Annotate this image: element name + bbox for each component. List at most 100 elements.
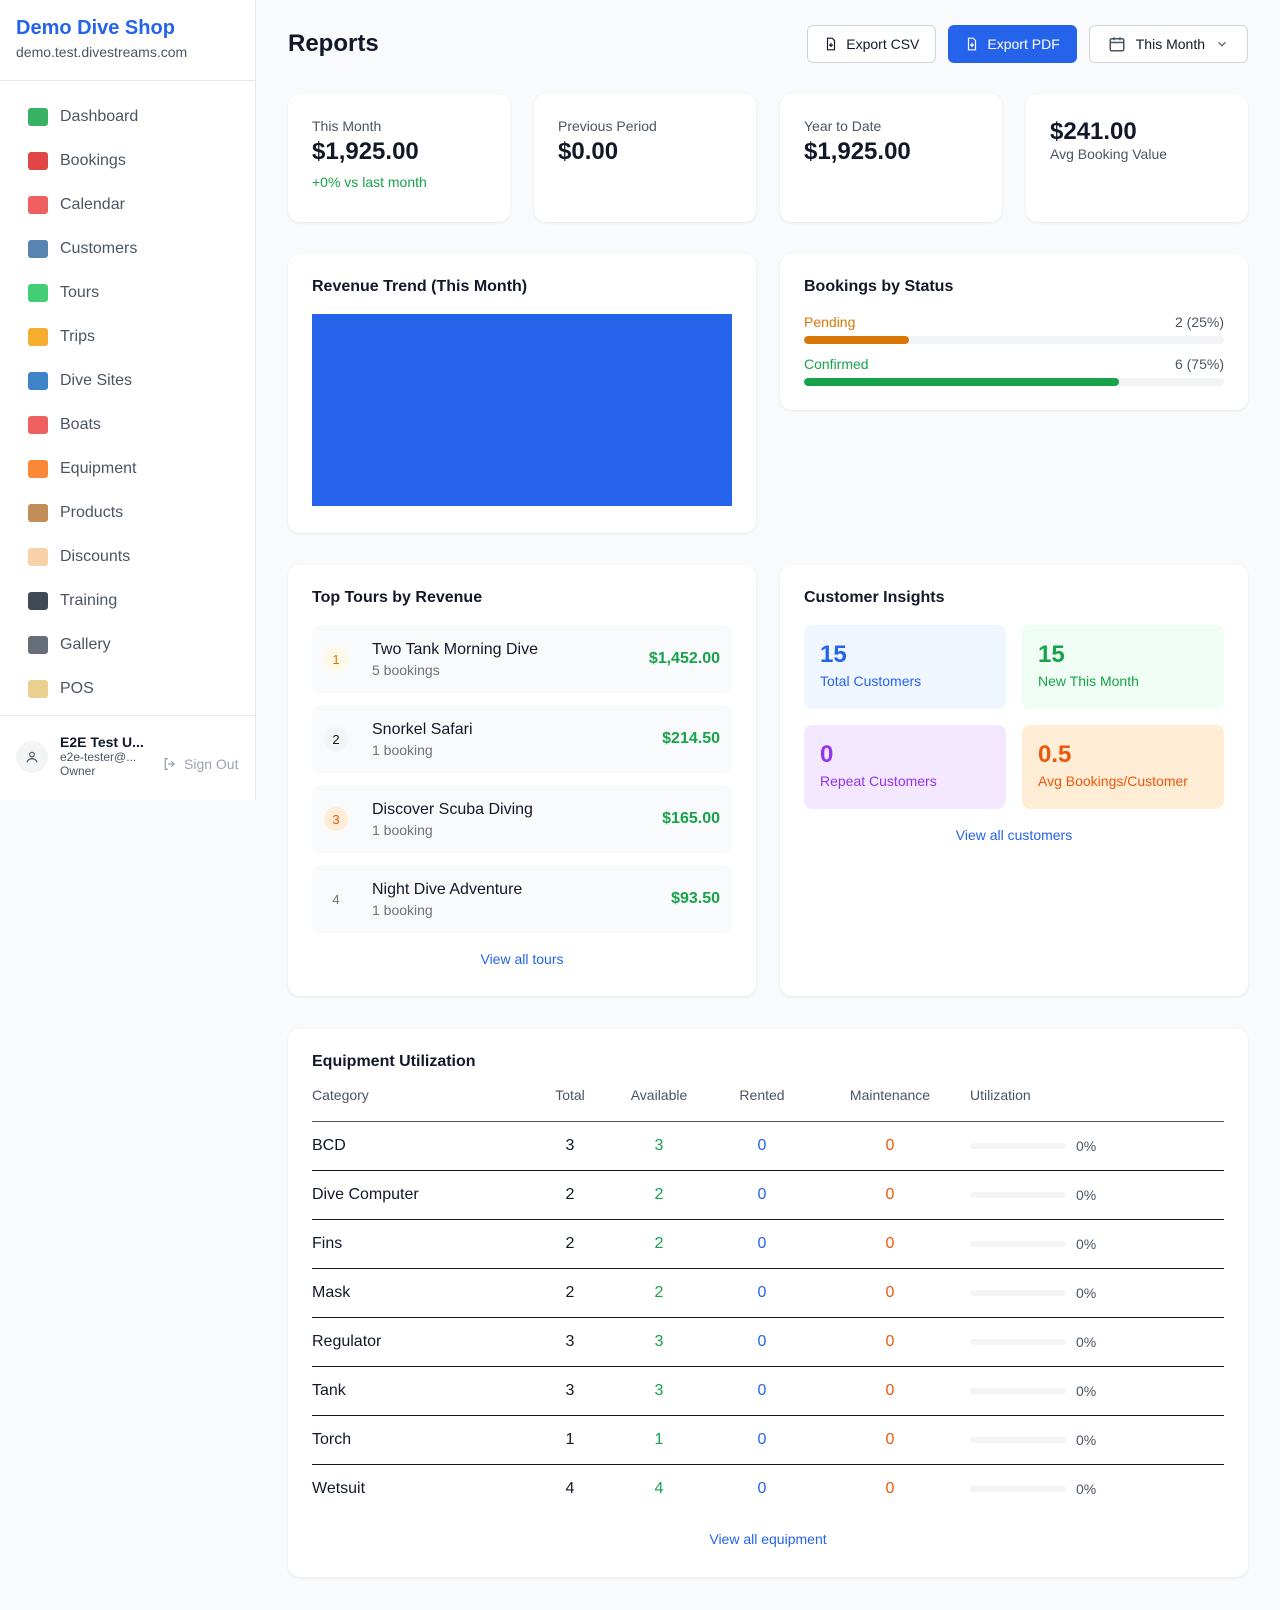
insight-tile: 0 Repeat Customers (804, 725, 1006, 809)
insight-label: Avg Bookings/Customer (1038, 773, 1188, 789)
stat-year-to-date: Year to Date $1,925.00 (780, 94, 1002, 222)
sidebar-item-label: Trips (60, 328, 95, 345)
stat-label: Previous Period (558, 118, 657, 134)
sidebar-item-calendar[interactable]: Calendar (0, 183, 255, 227)
stat-value: $241.00 (1050, 118, 1137, 145)
card-title: Customer Insights (804, 589, 945, 606)
status-row: Pending 2 (25%) (804, 314, 1224, 344)
utilization-value: 0% (1076, 1284, 1097, 1301)
cell-maintenance: 0 (810, 1317, 970, 1367)
cell-maintenance: 0 (810, 1366, 970, 1416)
tour-bookings: 1 booking (372, 741, 433, 758)
sidebar-item-trips[interactable]: Trips (0, 315, 255, 359)
view-all-equipment-link[interactable]: View all equipment (709, 1531, 827, 1547)
equipment-table: Category Total Available Rented Maintenance U… (312, 1077, 1224, 1513)
sidebar-item-label: Training (60, 592, 118, 609)
status-progress-bar (804, 378, 1224, 386)
tour-name: Two Tank Morning Dive (372, 640, 538, 658)
sign-out-label: Sign Out (184, 756, 239, 772)
status-label: Pending (804, 314, 856, 330)
rank-badge: 1 (324, 647, 348, 671)
cell-category: Tank (312, 1366, 536, 1416)
cell-rented: 0 (757, 1479, 767, 1497)
view-all-customers-link[interactable]: View all customers (955, 827, 1073, 843)
user-role: Owner (60, 764, 96, 778)
cell-category: Fins (312, 1219, 536, 1269)
tour-item[interactable]: 3 Discover Scuba Diving 1 booking $165.00 (312, 785, 732, 853)
sign-out-button[interactable]: Sign Out (162, 746, 238, 782)
sidebar-item-training[interactable]: Training (0, 579, 255, 623)
card-title: Equipment Utilization (312, 1053, 476, 1070)
sidebar-item-boats[interactable]: Boats (0, 403, 255, 447)
column-header: Utilization (970, 1077, 1224, 1122)
calendar-date-icon (28, 152, 48, 170)
sign-out-icon (164, 758, 175, 770)
tour-item[interactable]: 2 Snorkel Safari 1 booking $214.50 (312, 705, 732, 773)
shop-name[interactable]: Demo Dive Shop (16, 17, 175, 39)
tour-item[interactable]: 4 Night Dive Adventure 1 booking $93.50 (312, 865, 732, 933)
cell-rented: 0 (714, 1268, 810, 1318)
user-email: e2e-tester@... (60, 750, 137, 764)
sidebar-item-equipment[interactable]: Equipment (0, 447, 255, 491)
package-icon (28, 504, 48, 522)
insight-value: 0 (820, 741, 834, 768)
tour-name: Discover Scuba Diving (372, 800, 533, 818)
sidebar-item-discounts[interactable]: Discounts (0, 535, 255, 579)
cell-total: 4 (565, 1479, 575, 1497)
status-progress-fill (804, 378, 1119, 386)
sidebar-item-dive-sites[interactable]: Dive Sites (0, 359, 255, 403)
file-download-icon (827, 37, 836, 51)
export-pdf-button[interactable]: Export PDF (948, 25, 1077, 63)
tour-item[interactable]: 1 Two Tank Morning Dive 5 bookings $1,452.0… (312, 625, 732, 693)
sidebar-nav: Dashboard Bookings Calendar Customers Tours T… (0, 81, 255, 711)
sidebar-item-label: Products (60, 504, 124, 521)
insight-label: New This Month (1038, 673, 1139, 689)
sidebar-item-customers[interactable]: Customers (0, 227, 255, 271)
column-header: Rented (714, 1077, 810, 1122)
sidebar-item-pos[interactable]: POS (0, 667, 255, 711)
tour-bookings: 1 booking (372, 821, 433, 838)
sidebar-item-tours[interactable]: Tours (0, 271, 255, 315)
user-panel: E2E Test U... e2e-tester@... Owner Sign … (0, 715, 255, 800)
cell-maintenance: 0 (810, 1415, 970, 1465)
cell-maintenance: 0 (810, 1170, 970, 1220)
sailboat-icon (28, 416, 48, 434)
utilization-bar (970, 1289, 1066, 1296)
sidebar: Demo Dive Shop demo.test.divestreams.com… (0, 0, 256, 800)
bar-chart-icon (28, 108, 48, 126)
cell-total: 2 (536, 1268, 604, 1318)
utilization-bar (970, 1191, 1066, 1198)
utilization-value: 0% (1076, 1431, 1097, 1448)
sidebar-item-label: Boats (60, 416, 101, 433)
status-count: 6 (75%) (1174, 356, 1224, 372)
cell-total: 2 (536, 1170, 604, 1220)
sidebar-item-label: Equipment (60, 460, 137, 477)
utilization-value: 0% (1076, 1137, 1097, 1154)
export-csv-button[interactable]: Export CSV (807, 25, 937, 63)
sidebar-item-gallery[interactable]: Gallery (0, 623, 255, 667)
card-title: Top Tours by Revenue (312, 589, 483, 606)
graduation-cap-icon (28, 592, 48, 610)
cell-maintenance: 0 (810, 1219, 970, 1269)
cell-maintenance: 0 (885, 1479, 895, 1497)
cell-rented: 0 (714, 1170, 810, 1220)
column-header: Available (604, 1077, 714, 1122)
cell-available: 2 (604, 1219, 714, 1269)
cell-rented: 0 (714, 1415, 810, 1465)
sidebar-item-dashboard[interactable]: Dashboard (0, 95, 255, 139)
users-icon (28, 240, 48, 258)
tag-icon (28, 548, 48, 566)
top-tours-card: Top Tours by Revenue 1 Two Tank Morning D… (288, 565, 756, 996)
cell-available: 2 (604, 1170, 714, 1220)
sidebar-item-bookings[interactable]: Bookings (0, 139, 255, 183)
cell-maintenance: 0 (810, 1268, 970, 1318)
cell-rented: 0 (714, 1366, 810, 1416)
view-all-tours-link[interactable]: View all tours (480, 951, 564, 967)
period-value: This Month (1135, 36, 1205, 52)
tour-revenue: $93.50 (671, 890, 720, 907)
tour-bookings: 1 booking (372, 901, 433, 918)
revenue-chart (312, 314, 732, 506)
card-title: Revenue Trend (This Month) (312, 278, 528, 295)
period-select[interactable]: This Month (1088, 25, 1248, 63)
sidebar-item-products[interactable]: Products (0, 491, 255, 535)
